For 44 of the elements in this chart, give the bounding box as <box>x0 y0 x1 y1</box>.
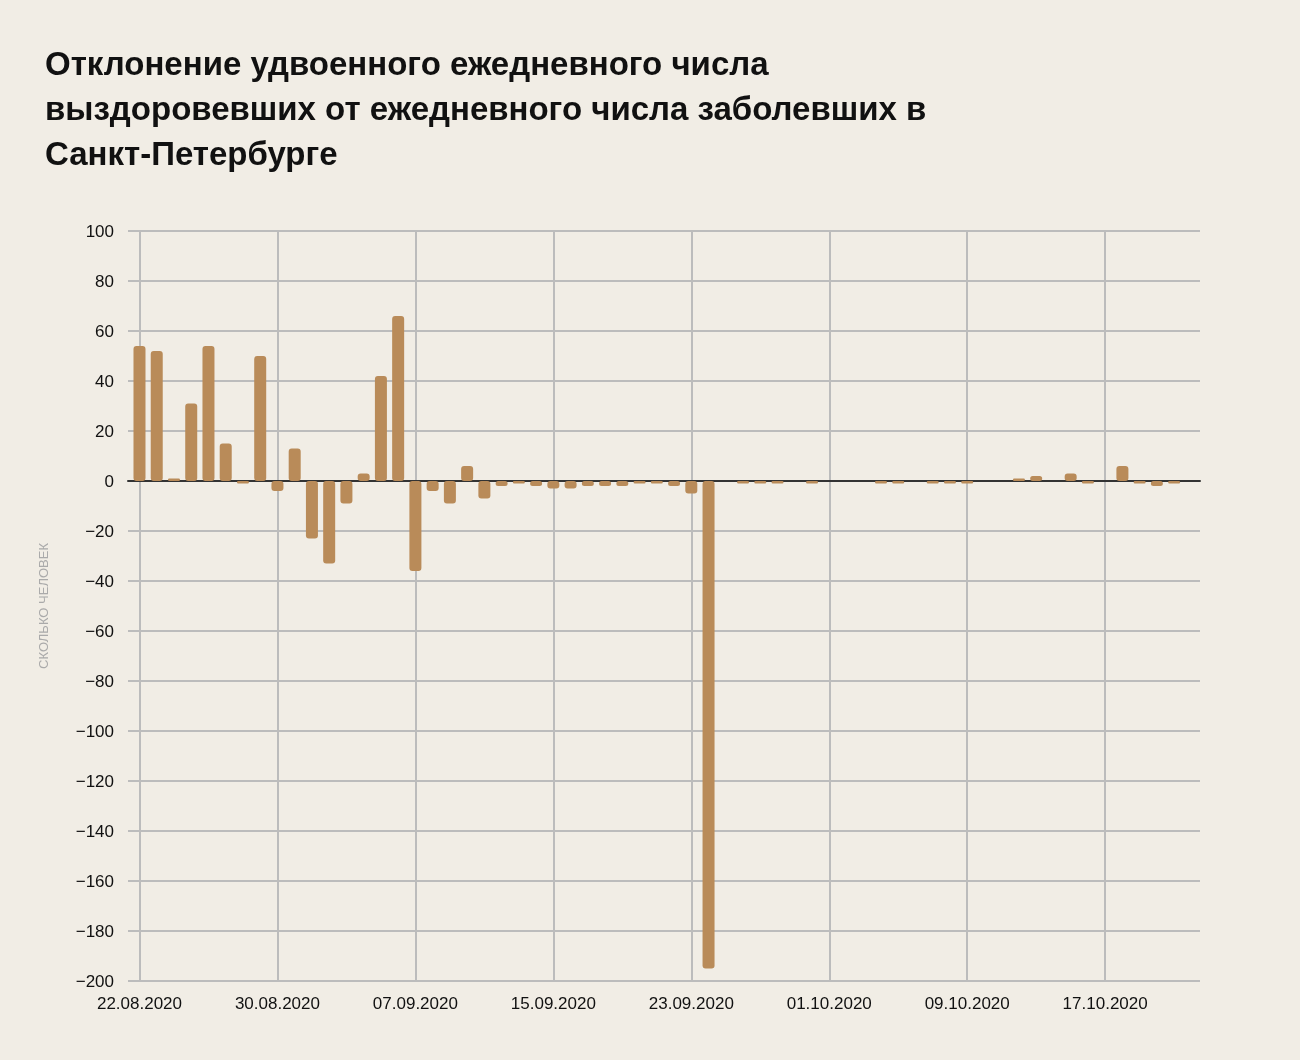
y-tick-label: 80 <box>95 271 114 291</box>
y-tick-label: 60 <box>95 321 114 341</box>
bar <box>150 351 163 481</box>
bar <box>409 481 422 571</box>
x-tick-label: 22.08.2020 <box>96 994 183 1013</box>
y-tick-label: −20 <box>85 521 114 541</box>
bar <box>305 481 318 539</box>
bar <box>392 316 405 481</box>
bar <box>254 356 267 481</box>
y-tick-label: −200 <box>75 971 114 991</box>
x-tick-label: 17.10.2020 <box>1062 994 1148 1013</box>
y-tick-label: 100 <box>85 221 114 241</box>
x-tick-label: 23.09.2020 <box>648 994 734 1013</box>
bar <box>340 481 353 504</box>
bar <box>219 443 232 481</box>
bar <box>202 346 215 481</box>
bar <box>443 481 456 504</box>
y-tick-label: 20 <box>95 421 114 441</box>
y-tick-label: 0 <box>104 471 114 491</box>
bar <box>185 403 198 481</box>
y-tick-label: −60 <box>85 621 114 641</box>
bar <box>288 448 301 481</box>
bar <box>374 376 387 481</box>
bar <box>702 481 715 969</box>
y-tick-label: −160 <box>75 871 114 891</box>
x-tick-label: 07.09.2020 <box>372 994 458 1013</box>
y-tick-label: −100 <box>75 721 114 741</box>
y-tick-label: 40 <box>95 371 114 391</box>
y-tick-label: −180 <box>75 921 114 941</box>
chart-title: Отклонение удвоенного ежедневного числа выздоровевших от ежедневного числа заболевших в Санкт-Петербурге <box>45 45 927 172</box>
y-tick-label: −140 <box>75 821 114 841</box>
x-tick-label: 15.09.2020 <box>510 994 596 1013</box>
bar <box>1116 466 1129 481</box>
y-tick-label: −40 <box>85 571 114 591</box>
bar <box>323 481 336 564</box>
x-tick-label: 09.10.2020 <box>924 994 1010 1013</box>
x-tick-label: 01.10.2020 <box>786 994 872 1013</box>
bar <box>478 481 491 499</box>
y-tick-label: −80 <box>85 671 114 691</box>
bar <box>461 466 474 481</box>
y-tick-label: −120 <box>75 771 114 791</box>
x-tick-label: 30.08.2020 <box>234 994 320 1013</box>
bar <box>133 346 146 481</box>
y-axis-title: СКОЛЬКО ЧЕЛОВЕК <box>36 542 51 669</box>
